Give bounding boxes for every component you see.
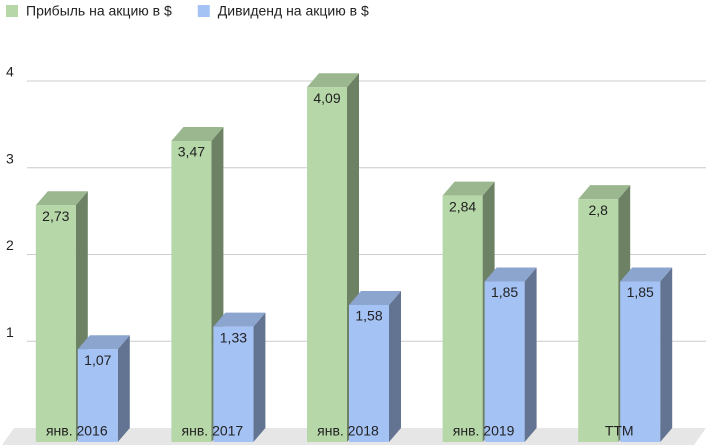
bar-face (77, 349, 118, 442)
y-tick-label: 1 (6, 324, 14, 340)
data-label: 1,85 (491, 284, 518, 300)
bar-face (35, 191, 88, 206)
data-label: 4,09 (313, 90, 340, 106)
bar-face (117, 335, 130, 442)
bar-face (442, 181, 495, 196)
bar-face (484, 281, 525, 442)
bar-face (253, 312, 266, 442)
x-tick-label: TTM (605, 423, 634, 439)
data-label: 3,47 (178, 144, 205, 160)
bar (77, 335, 130, 442)
bar (35, 191, 88, 442)
x-tick-label: янв. 2019 (453, 423, 515, 439)
bar-face (578, 199, 619, 442)
data-label: 1,07 (84, 352, 111, 368)
bar-face (578, 185, 631, 200)
data-label: 2,8 (588, 202, 608, 218)
bar-face (484, 267, 537, 282)
bar (349, 290, 401, 442)
bar-face (171, 127, 224, 142)
y-tick-label: 2 (6, 237, 14, 253)
bar-face (524, 267, 537, 442)
x-tick-label: янв. 2016 (46, 423, 108, 439)
bar-face (213, 312, 266, 327)
bar-face (349, 290, 401, 305)
bar-face (307, 87, 347, 443)
legend-label: Прибыль на акцию в $ (26, 3, 172, 19)
bar-face (442, 195, 483, 442)
y-tick-label: 3 (6, 150, 14, 166)
bar-face (35, 205, 76, 442)
bar (484, 267, 537, 442)
bar (620, 267, 673, 442)
bar-face (620, 281, 661, 442)
data-label: 1,33 (220, 329, 247, 345)
bar-face (171, 141, 212, 443)
x-tick-label: янв. 2017 (182, 423, 244, 439)
legend-swatch (6, 5, 18, 17)
bar-face (660, 267, 673, 442)
bar-face (349, 304, 389, 442)
bar-face (307, 73, 359, 88)
legend-label: Дивиденд на акцию в $ (218, 3, 369, 19)
data-label: 1,85 (627, 284, 654, 300)
bar-face (77, 335, 130, 350)
data-label: 2,84 (449, 198, 476, 214)
bar-face (213, 326, 254, 442)
x-tick-label: янв. 2018 (317, 423, 379, 439)
bar-face (389, 290, 401, 442)
data-label: 1,58 (355, 308, 382, 324)
legend-swatch (197, 5, 210, 17)
bar-face (620, 267, 673, 282)
data-label: 2,73 (42, 208, 69, 224)
y-tick-label: 4 (6, 64, 14, 80)
bar (213, 312, 266, 442)
